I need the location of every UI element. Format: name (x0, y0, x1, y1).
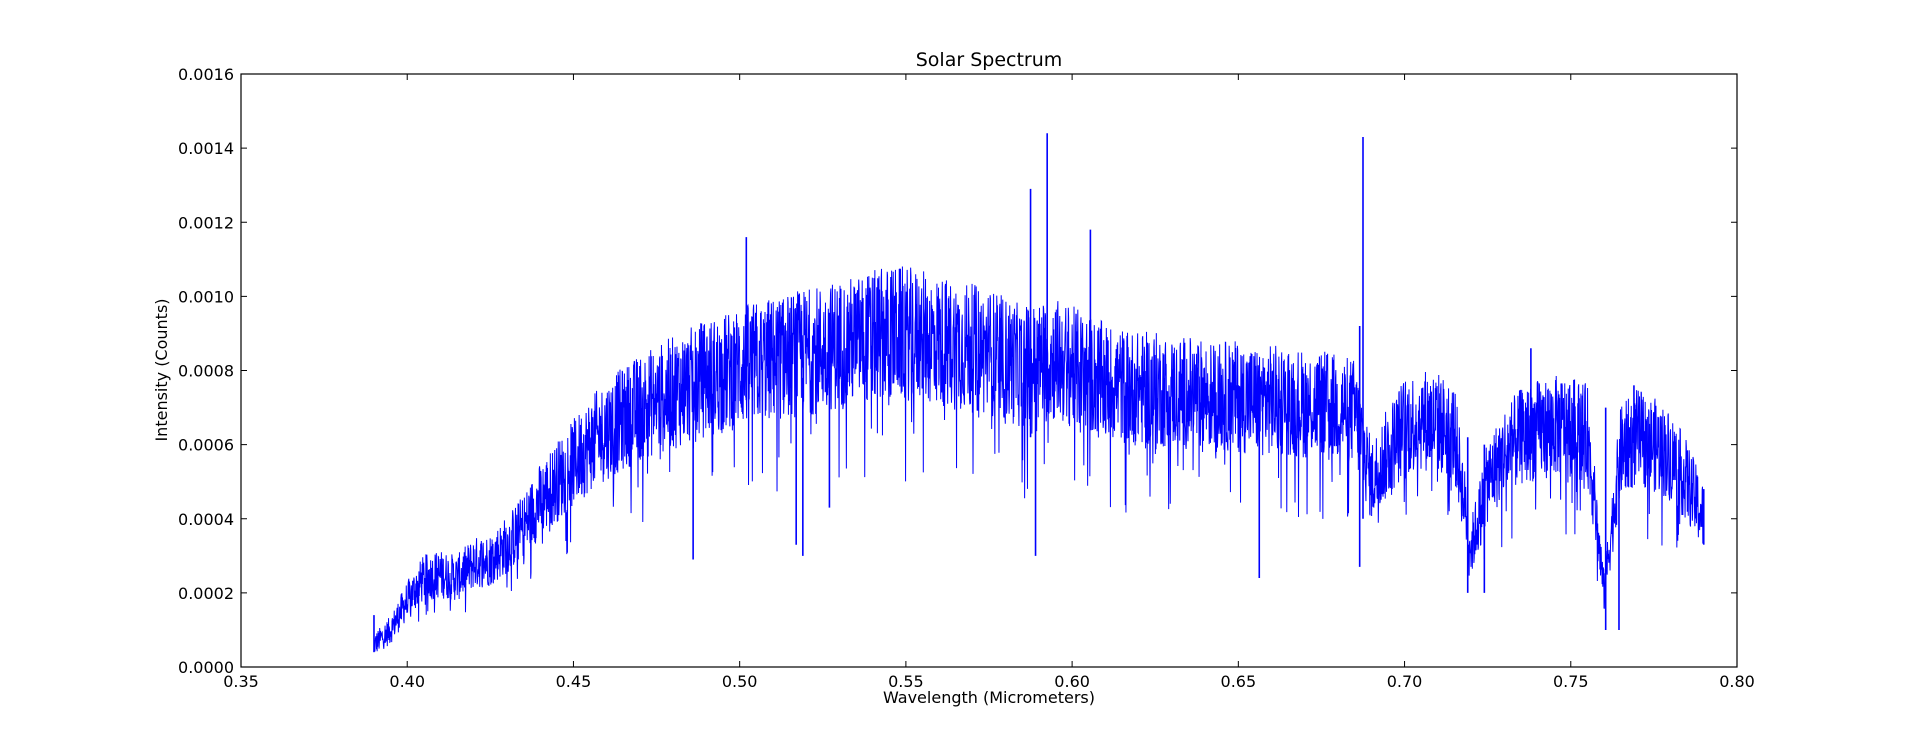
x-tick-label: 0.35 (223, 672, 259, 691)
x-axis-label: Wavelength (Micrometers) (883, 688, 1095, 707)
spectrum-line (373, 133, 1705, 653)
x-tick-label: 0.55 (888, 672, 924, 691)
x-tick-label: 0.75 (1553, 672, 1589, 691)
y-tick-label: 0.0014 (178, 139, 234, 158)
x-tick-label: 0.70 (1387, 672, 1423, 691)
y-tick-label: 0.0002 (178, 584, 234, 603)
x-tick-label: 0.60 (1054, 672, 1090, 691)
x-tick-label: 0.40 (389, 672, 425, 691)
x-tick-label: 0.65 (1221, 672, 1257, 691)
y-tick-label: 0.0010 (178, 287, 234, 306)
y-tick-label: 0.0006 (178, 436, 234, 455)
y-tick-label: 0.0000 (178, 658, 234, 677)
x-tick-label: 0.80 (1719, 672, 1755, 691)
y-tick-label: 0.0008 (178, 362, 234, 381)
x-tick-label: 0.50 (722, 672, 758, 691)
x-axis: 0.35 0.40 0.45 0.50 0.55 0.60 0.65 0.70 0.75 0.80 (223, 74, 1755, 691)
y-tick-label: 0.0012 (178, 213, 234, 232)
x-tick-label: 0.45 (556, 672, 592, 691)
y-axis-label: Intensity (Counts) (152, 298, 171, 441)
chart-title: Solar Spectrum (916, 49, 1063, 71)
y-tick-label: 0.0016 (178, 65, 234, 84)
y-tick-label: 0.0004 (178, 510, 234, 529)
spectrum-trace (373, 266, 1705, 652)
plot-area (240, 73, 1738, 668)
y-axis: 0.0000 0.0002 0.0004 0.0006 0.0008 0.0010 0.00… (178, 65, 1737, 677)
